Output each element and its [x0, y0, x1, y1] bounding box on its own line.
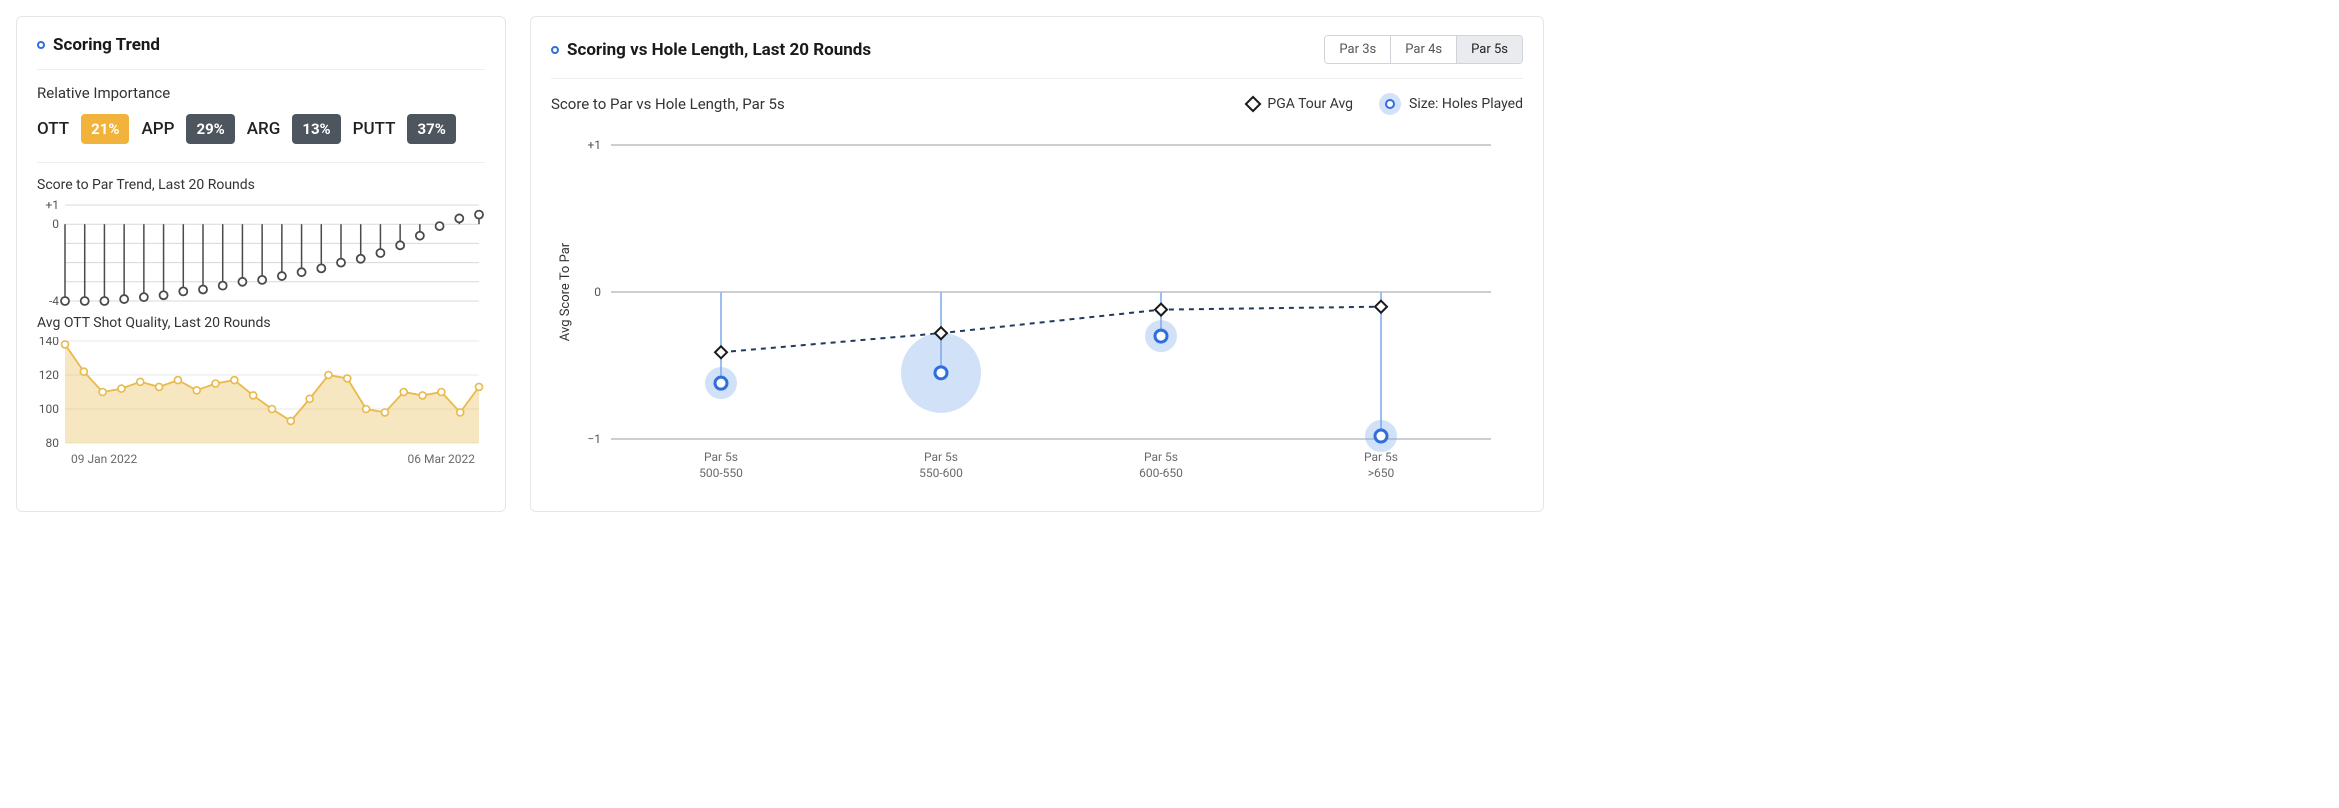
relative-importance-row: OTT 21% APP 29% ARG 13% PUTT 37% — [37, 114, 485, 144]
svg-text:Par 5s: Par 5s — [1364, 450, 1398, 464]
importance-name: ARG — [247, 119, 281, 139]
svg-text:Par 5s: Par 5s — [1144, 450, 1178, 464]
scoring-trend-card: Scoring Trend Relative Importance OTT 21%… — [16, 16, 506, 512]
svg-text:600-650: 600-650 — [1139, 466, 1183, 480]
svg-text:+1: +1 — [587, 138, 601, 152]
divider — [37, 162, 485, 163]
date-axis: 09 Jan 2022 06 Mar 2022 — [37, 449, 487, 469]
tab-par4s[interactable]: Par 4s — [1391, 36, 1457, 63]
tab-par5s[interactable]: Par 5s — [1457, 36, 1522, 63]
svg-text:Par 5s: Par 5s — [704, 450, 738, 464]
svg-text:+1: +1 — [45, 199, 59, 212]
tab-par3s[interactable]: Par 3s — [1325, 36, 1391, 63]
importance-name: APP — [141, 119, 174, 139]
divider — [37, 69, 485, 70]
bubble-icon — [1379, 93, 1401, 115]
svg-text:550-600: 550-600 — [919, 466, 963, 480]
svg-text:−1: −1 — [587, 432, 601, 446]
importance-name: PUTT — [353, 119, 396, 139]
svg-text:500-550: 500-550 — [699, 466, 743, 480]
svg-text:-4: -4 — [49, 294, 59, 307]
svg-text:100: 100 — [39, 402, 59, 416]
bullet-icon — [37, 41, 45, 49]
svg-text:06 Mar 2022: 06 Mar 2022 — [408, 452, 476, 466]
scoring-trend-title-group: Scoring Trend — [37, 35, 160, 55]
svg-text:140: 140 — [39, 337, 59, 348]
importance-name: OTT — [37, 119, 69, 139]
scoring-trend-title: Scoring Trend — [53, 35, 160, 55]
scoring-vs-length-card: Scoring vs Hole Length, Last 20 Rounds P… — [530, 16, 1544, 512]
relative-importance-label: Relative Importance — [37, 84, 485, 102]
diamond-icon — [1245, 96, 1262, 113]
legend-size: Size: Holes Played — [1379, 93, 1523, 115]
importance-badge: 13% — [292, 114, 340, 144]
svg-text:0: 0 — [594, 285, 601, 299]
par-tabs: Par 3sPar 4sPar 5s — [1324, 35, 1523, 64]
scoring-vs-length-subtitle: Score to Par vs Hole Length, Par 5s — [551, 95, 785, 113]
legend-size-label: Size: Holes Played — [1409, 96, 1523, 112]
bullet-icon — [551, 46, 559, 54]
importance-badge: 37% — [407, 114, 455, 144]
score-trend-chart: -4 0 +1 — [37, 199, 487, 307]
importance-badge: 29% — [186, 114, 234, 144]
legend: PGA Tour Avg Size: Holes Played — [1247, 93, 1523, 115]
ott-title: Avg OTT Shot Quality, Last 20 Rounds — [37, 315, 485, 331]
svg-text:120: 120 — [39, 368, 59, 382]
scoring-vs-length-title-group: Scoring vs Hole Length, Last 20 Rounds — [551, 40, 871, 60]
legend-pga-label: PGA Tour Avg — [1267, 96, 1353, 112]
svg-text:0: 0 — [52, 217, 59, 231]
score-vs-length-chart: Avg Score To Par −1 0 +1 Par 5s 500-550 Par 5s… — [551, 125, 1511, 495]
svg-text:Par 5s: Par 5s — [924, 450, 958, 464]
svg-text:Avg Score To Par: Avg Score To Par — [558, 242, 573, 341]
svg-text:09 Jan 2022: 09 Jan 2022 — [71, 452, 137, 466]
scoring-vs-length-title: Scoring vs Hole Length, Last 20 Rounds — [567, 40, 871, 60]
legend-pga-avg: PGA Tour Avg — [1247, 96, 1353, 112]
svg-text:80: 80 — [46, 436, 60, 449]
svg-text:>650: >650 — [1368, 466, 1395, 480]
divider — [551, 78, 1523, 79]
bubble-inner-icon — [1385, 99, 1395, 109]
importance-badge: 21% — [81, 114, 129, 144]
ott-chart: 80 100 120 140 — [37, 337, 487, 449]
score-trend-title: Score to Par Trend, Last 20 Rounds — [37, 177, 485, 193]
